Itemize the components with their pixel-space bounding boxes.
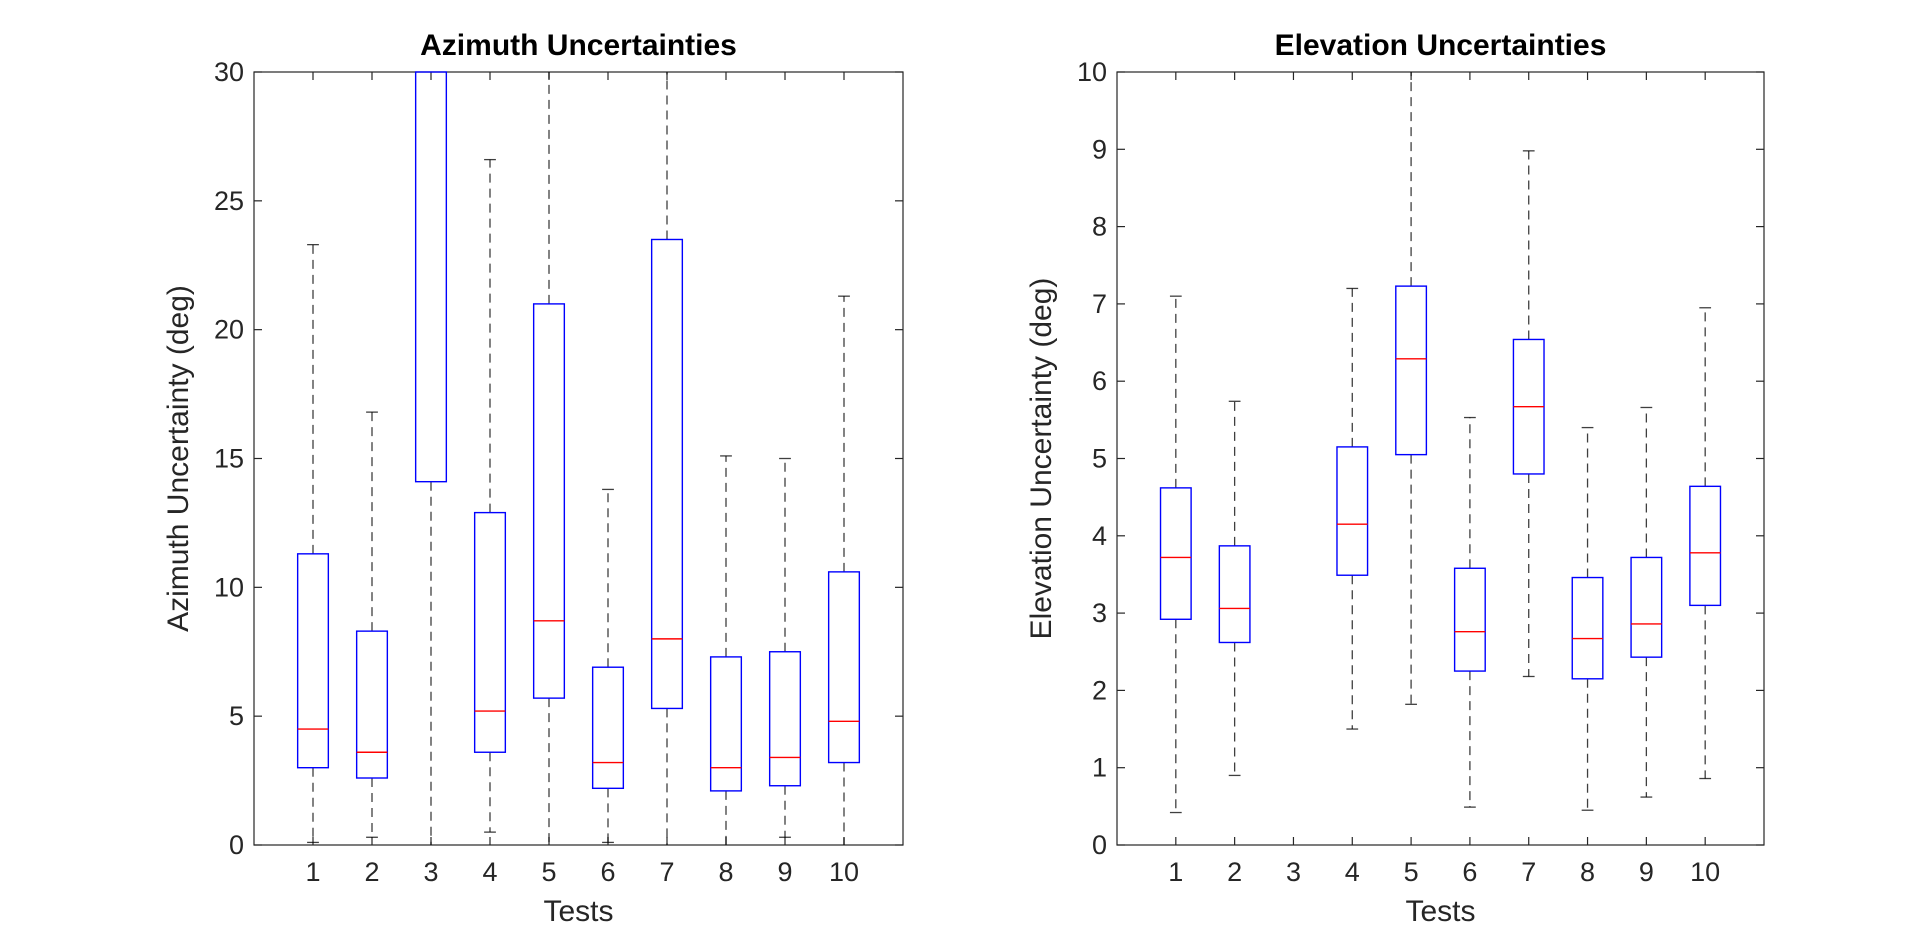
y-tick-label: 10 [214,572,244,602]
azimuth-chart-panel: 0 5 10 15 20 25 30 1 2 3 4 5 6 7 8 9 10 Azimuth Uncertai… [162,29,904,928]
x-tick-label: 8 [1580,857,1595,887]
box-test-2 [355,411,389,838]
box-test-10 [1689,307,1722,780]
x-tick-label: 1 [305,857,320,887]
chart-title: Elevation Uncertainties [1275,29,1607,62]
iqr-box [650,238,684,710]
iqr-box [591,666,625,790]
box-test-7 [650,72,684,845]
box-test-3 [414,71,448,845]
box-test-8 [709,455,743,845]
box-test-1 [1159,295,1192,814]
y-tick-label: 5 [1092,444,1107,474]
box-test-6 [1453,416,1486,808]
iqr-box [1159,487,1192,620]
iqr-box [709,656,743,792]
y-tick-label: 25 [214,186,244,216]
plot-area: 0 5 10 15 20 25 30 1 2 3 4 5 6 7 8 9 10 [214,57,904,887]
y-tick-label: 7 [1092,289,1107,319]
x-tick-label: 6 [600,857,615,887]
x-axis-label: Tests [1405,895,1475,928]
y-tick-label: 2 [1092,675,1107,705]
x-tick-label: 9 [1639,857,1654,887]
y-tick-label: 3 [1092,598,1107,628]
iqr-box [1630,556,1663,658]
chart-title: Azimuth Uncertainties [420,29,737,62]
box-test-5 [1395,72,1428,705]
iqr-box [1395,285,1428,456]
y-axis-label: Elevation Uncertainty (deg) [1025,278,1058,640]
box-test-8 [1571,426,1604,811]
box-test-4 [1336,287,1369,730]
x-tick-label: 2 [1227,857,1242,887]
box-test-6 [591,488,625,844]
x-tick-label: 9 [777,857,792,887]
x-tick-label: 4 [1345,857,1360,887]
plot-area: 0 1 2 3 4 5 6 7 8 9 10 1 2 3 4 5 6 7 8 9 10 [1077,57,1765,887]
iqr-box [827,571,861,764]
x-tick-label: 7 [1521,857,1536,887]
y-axis-label: Azimuth Uncertainty (deg) [162,285,195,632]
box-test-5 [532,72,566,845]
box-test-1 [296,243,330,844]
y-tick-label: 20 [214,315,244,345]
y-tick-label: 30 [214,57,244,87]
x-tick-label: 3 [423,857,438,887]
y-tick-label: 10 [1077,57,1107,87]
iqr-box [532,303,566,699]
iqr-box [1218,545,1251,644]
y-tick-label: 4 [1092,521,1107,551]
x-tick-label: 2 [364,857,379,887]
y-tick-label: 5 [229,701,244,731]
axes-frame [253,71,904,846]
box-test-9 [768,457,802,838]
y-tick-label: 0 [229,830,244,860]
y-tick-label: 6 [1092,366,1107,396]
x-tick-label: 5 [1404,857,1419,887]
box-test-2 [1218,400,1251,777]
elevation-chart-panel: 0 1 2 3 4 5 6 7 8 9 10 1 2 3 4 5 6 7 8 9 10 Elevation Uncert… [1025,29,1765,928]
y-tick-label: 0 [1092,830,1107,860]
x-tick-label: 10 [1690,857,1720,887]
x-tick-label: 7 [659,857,674,887]
iqr-box [768,651,802,787]
iqr-box [1336,446,1369,576]
y-tick-label: 1 [1092,753,1107,783]
iqr-box [355,630,389,779]
x-tick-label: 4 [482,857,497,887]
iqr-box [414,71,448,483]
box-test-10 [827,295,861,845]
x-tick-label: 8 [718,857,733,887]
x-axis-label: Tests [543,895,613,928]
x-tick-label: 5 [541,857,556,887]
iqr-box [1571,576,1604,680]
box-test-4 [473,158,507,833]
iqr-box [1453,567,1486,672]
x-tick-label: 6 [1462,857,1477,887]
y-tick-label: 9 [1092,134,1107,164]
iqr-box [296,553,330,769]
x-tick-label: 3 [1286,857,1301,887]
x-tick-label: 10 [829,857,859,887]
iqr-box [1689,485,1722,607]
y-tick-label: 15 [214,444,244,474]
iqr-box [473,511,507,753]
box-test-7 [1512,150,1545,678]
y-tick-label: 8 [1092,212,1107,242]
box-test-9 [1630,406,1663,798]
x-tick-label: 1 [1168,857,1183,887]
axes-frame [1116,71,1765,846]
